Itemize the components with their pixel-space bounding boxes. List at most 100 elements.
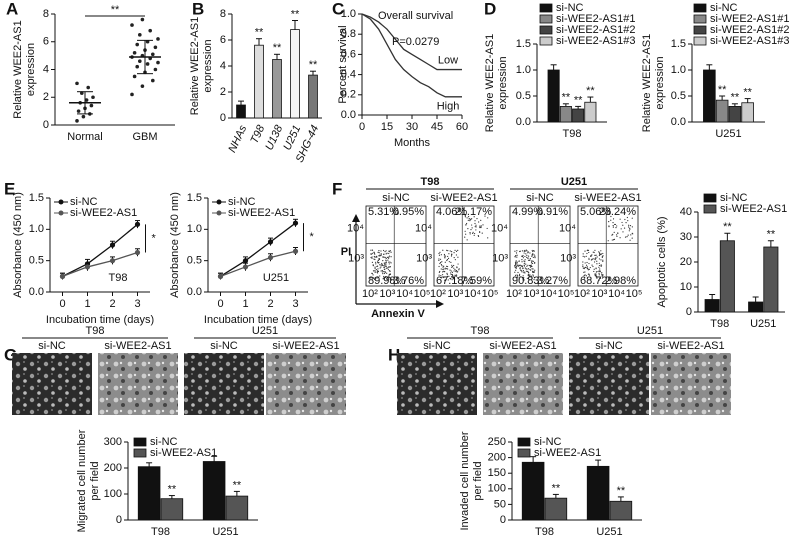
flow-event <box>446 273 448 275</box>
flow-x-tick: 10⁴ <box>608 288 625 300</box>
flow-event <box>453 267 455 269</box>
x-tick-label: 3 <box>134 298 140 310</box>
marker <box>242 258 249 264</box>
flow-event <box>586 249 588 252</box>
flow-event <box>453 270 455 272</box>
cell-line-label: U251 <box>637 325 663 337</box>
bar <box>225 495 249 521</box>
quadrant-percent: 89.98% <box>368 275 406 287</box>
legend-label: si-NC <box>720 192 748 204</box>
flow-event <box>479 226 481 228</box>
flow-event <box>439 270 441 273</box>
flow-event <box>520 270 522 272</box>
flow-event <box>523 277 525 279</box>
y-tick-label: 0.5 <box>187 255 202 267</box>
micrograph <box>483 353 563 415</box>
flow-event <box>380 270 382 272</box>
flow-x-tick: 10³ <box>379 288 395 300</box>
flow-event <box>442 249 444 251</box>
flow-event <box>381 271 383 273</box>
flow-event <box>534 269 536 271</box>
flow-event <box>454 259 456 261</box>
flow-event <box>381 262 383 265</box>
flow-event <box>446 265 448 267</box>
flow-x-tick: 10⁵ <box>414 288 431 300</box>
flow-x-tick: 10² <box>362 288 378 300</box>
flow-event <box>387 279 389 281</box>
flow-event <box>624 218 626 221</box>
line <box>361 13 462 98</box>
flow-event <box>608 225 610 227</box>
dot <box>151 52 155 57</box>
panel-label: A <box>6 0 18 18</box>
flow-event <box>582 253 584 255</box>
flow-event <box>378 250 380 252</box>
flow-event <box>474 220 476 222</box>
dot <box>156 60 160 65</box>
flow-x-tick: 10⁴ <box>540 288 557 300</box>
flow-event <box>370 256 372 259</box>
x-tick-label: T98 <box>710 318 729 330</box>
flow-event <box>517 275 519 277</box>
dot <box>140 84 145 88</box>
flow-event <box>528 278 530 281</box>
flow-event <box>612 225 614 227</box>
flow-event <box>623 227 626 229</box>
flow-event <box>529 274 531 276</box>
x-tick-label: T98 <box>563 128 582 140</box>
flow-y-tick: 10⁴ <box>559 222 576 234</box>
legend-marker <box>216 210 222 216</box>
flow-event <box>454 268 456 271</box>
flow-event <box>385 265 387 268</box>
flow-event <box>377 268 379 270</box>
significance: ** <box>255 27 264 39</box>
flow-event <box>524 250 526 253</box>
flow-event <box>384 251 386 253</box>
flow-event <box>456 277 459 279</box>
significance: ** <box>291 8 300 20</box>
flow-event <box>632 233 634 235</box>
flow-event <box>479 231 481 233</box>
flow-event <box>449 272 452 274</box>
flow-event <box>380 253 382 255</box>
significance: ** <box>723 221 732 233</box>
y-tick-label: 0 <box>500 514 506 526</box>
flow-event <box>619 237 621 239</box>
flow-event <box>473 216 475 218</box>
dot <box>145 62 150 66</box>
flow-event <box>446 275 449 277</box>
flow-event <box>474 232 476 235</box>
flow-event <box>514 265 516 267</box>
flow-event <box>389 261 391 263</box>
x-tick-label: 0 <box>359 121 365 133</box>
x-tick-label: 45 <box>431 121 443 133</box>
flow-event <box>614 223 616 226</box>
flow-x-tick: 10² <box>574 288 590 300</box>
flow-event <box>451 253 453 255</box>
legend-label: si-NC <box>710 2 738 14</box>
bar <box>586 465 610 521</box>
marker <box>217 273 224 279</box>
flow-event <box>594 257 597 259</box>
dot <box>86 85 90 90</box>
flow-event <box>458 268 460 270</box>
flow-event <box>370 276 372 278</box>
flow-event <box>386 256 389 258</box>
flow-event <box>443 255 446 257</box>
flow-event <box>457 249 459 251</box>
quadrant-percent: 0.91% <box>537 206 568 218</box>
dot <box>84 98 89 102</box>
marker <box>292 248 299 254</box>
bar <box>544 497 568 521</box>
flow-x-tick: 10⁵ <box>558 288 575 300</box>
significance: ** <box>309 59 318 71</box>
x-axis-label: Incubation time (days) <box>204 314 312 326</box>
line <box>220 250 296 277</box>
y-axis-label: Relative WEE2-AS1 <box>189 17 201 115</box>
flow-event <box>383 268 385 270</box>
flow-event <box>449 269 451 271</box>
micrograph <box>651 353 731 415</box>
legend-label: si-WEE2-AS1 <box>228 207 295 219</box>
y-tick-label: 1.0 <box>187 223 202 235</box>
